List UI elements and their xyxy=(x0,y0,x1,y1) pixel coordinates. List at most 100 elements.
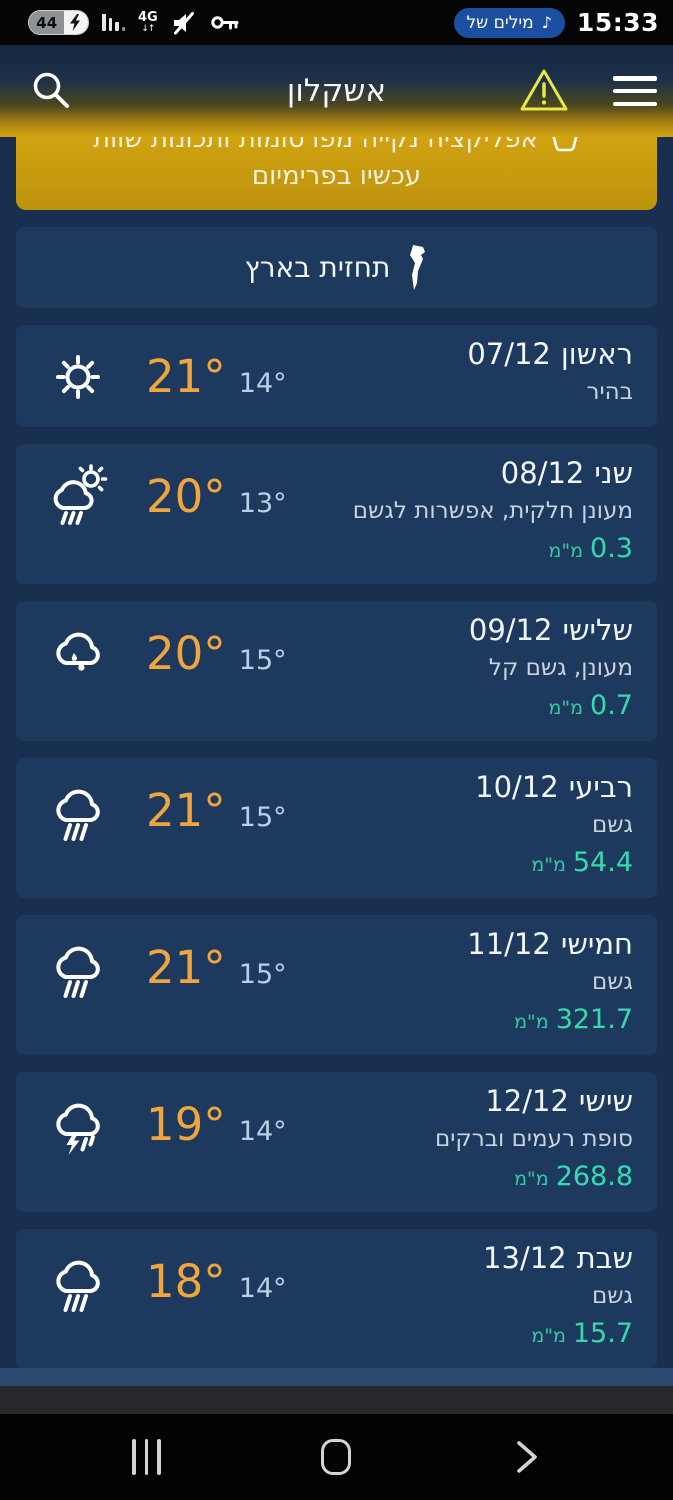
forecast-row-tuesday[interactable]: שלישי 09/12 מעונן, גשם קל 0.7 מ"מ 20° 15… xyxy=(16,601,657,741)
day-title: שישי 12/12 xyxy=(16,1084,633,1118)
temps-group: 21° 15° xyxy=(46,915,287,1019)
low-temp: 14° xyxy=(238,367,287,399)
music-note-icon: ♪ xyxy=(541,13,552,32)
day-date: 13/12 xyxy=(483,1241,567,1275)
day-name: שבת xyxy=(576,1241,633,1275)
precip-unit: מ"מ xyxy=(514,1011,549,1033)
temps-group: 18° 14° xyxy=(46,1229,287,1333)
mute-icon xyxy=(171,10,197,36)
precip-unit: מ"מ xyxy=(548,540,584,562)
high-temp: 18° xyxy=(146,1254,226,1308)
day-date: 12/12 xyxy=(485,1084,569,1118)
page-title: אשקלון xyxy=(286,73,387,109)
day-date: 07/12 xyxy=(467,337,551,371)
day-date: 09/12 xyxy=(468,613,553,647)
key-icon xyxy=(210,13,240,32)
premium-banner-line2: עכשיו בפרימיום xyxy=(251,161,422,191)
day-title: חמישי 11/12 xyxy=(16,927,633,961)
rain-icon xyxy=(46,935,110,999)
israel-map-icon xyxy=(406,244,428,291)
network-arrows: ↓↑ xyxy=(141,24,155,34)
network-label: 4G xyxy=(138,10,158,25)
day-title: שבת 13/12 xyxy=(16,1241,633,1275)
search-button[interactable] xyxy=(30,69,74,113)
day-title: שני 08/12 xyxy=(16,456,633,490)
precip-value: 321.7 xyxy=(555,1004,633,1035)
home-button[interactable] xyxy=(320,1439,351,1475)
forecast-row-monday[interactable]: שני 08/12 מעונן חלקית, אפשרות לגשם 0.3 מ… xyxy=(16,444,657,584)
low-temp: 15° xyxy=(238,644,287,676)
day-title: שלישי 09/12 xyxy=(16,613,633,647)
recents-icon xyxy=(132,1439,161,1475)
signal-strength-icon xyxy=(102,14,125,31)
condition-text: מעונן, גשם קל xyxy=(488,655,633,681)
bottom-banner-edge xyxy=(0,1368,673,1386)
precip-value: 0.3 xyxy=(590,533,633,564)
alert-warning-button[interactable] xyxy=(519,67,569,113)
temps-group: 20° 13° xyxy=(46,444,287,548)
day-date: 11/12 xyxy=(467,927,551,961)
high-temp: 19° xyxy=(146,1097,226,1151)
high-temp: 20° xyxy=(146,469,226,523)
country-forecast-label: תחזית בארץ xyxy=(244,251,391,284)
condition-text: גשם xyxy=(591,812,633,838)
charging-bolt-icon xyxy=(64,11,88,34)
precip-value: 54.4 xyxy=(572,847,633,878)
app-header: אשקלון xyxy=(0,45,673,137)
temps-group: 20° 15° xyxy=(46,601,287,705)
precip-amount: 54.4 מ"מ xyxy=(16,847,633,878)
condition-text: גשם xyxy=(591,969,633,995)
low-temp: 15° xyxy=(238,801,287,833)
low-temp: 14° xyxy=(238,1115,287,1147)
day-name: שישי xyxy=(578,1084,633,1118)
drizzle-icon xyxy=(46,621,110,685)
battery-icon: 44 xyxy=(28,10,89,35)
precip-amount: 0.3 מ"מ xyxy=(16,533,633,564)
day-title: רביעי 10/12 xyxy=(16,770,633,804)
country-forecast-link[interactable]: תחזית בארץ xyxy=(16,227,657,308)
rain-icon xyxy=(46,778,110,842)
forecast-row-saturday[interactable]: שבת 13/12 גשם 15.7 מ"מ 18° 14° xyxy=(16,1229,657,1369)
android-nav-bar xyxy=(0,1414,673,1500)
basket-icon xyxy=(550,126,580,152)
high-temp: 20° xyxy=(146,626,226,680)
precip-unit: מ"מ xyxy=(531,1325,566,1347)
forecast-row-friday[interactable]: שישי 12/12 סופת רעמים וברקים 268.8 מ"מ 1… xyxy=(16,1072,657,1212)
precip-value: 15.7 xyxy=(572,1318,633,1349)
high-temp: 21° xyxy=(146,783,226,837)
condition-text: סופת רעמים וברקים xyxy=(435,1126,633,1152)
temps-group: 21° 14° xyxy=(46,325,287,427)
media-notification-text: מילים של xyxy=(466,12,534,33)
precip-unit: מ"מ xyxy=(514,1168,549,1190)
thunder-icon xyxy=(46,1092,110,1156)
menu-bar xyxy=(613,88,657,94)
precip-value: 0.7 xyxy=(590,690,633,721)
menu-bar xyxy=(613,101,657,106)
recents-button[interactable] xyxy=(132,1439,161,1475)
gesture-bar xyxy=(0,1386,673,1414)
back-button[interactable] xyxy=(511,1437,541,1477)
low-temp: 13° xyxy=(238,487,287,519)
forecast-row-sunday[interactable]: ראשון 07/12 בהיר 21° 14° xyxy=(16,325,657,427)
high-temp: 21° xyxy=(146,349,226,403)
precip-unit: מ"מ xyxy=(548,697,584,719)
hamburger-menu-button[interactable] xyxy=(613,76,657,106)
forecast-row-wednesday[interactable]: רביעי 10/12 גשם 54.4 מ"מ 21° 15° xyxy=(16,758,657,898)
back-chevron-icon xyxy=(511,1437,541,1477)
status-icons-right: ♪ מילים של 15:33 xyxy=(453,7,660,38)
sun-rain-icon xyxy=(46,464,110,528)
day-title: ראשון 07/12 xyxy=(16,337,633,371)
temps-group: 21° 15° xyxy=(46,758,287,862)
precip-amount: 0.7 מ"מ xyxy=(16,690,633,721)
day-name: שני xyxy=(594,456,633,490)
media-notification-pill[interactable]: ♪ מילים של xyxy=(453,7,565,38)
forecast-row-thursday[interactable]: חמישי 11/12 גשם 321.7 מ"מ 21° 15° xyxy=(16,915,657,1055)
temps-group: 19° 14° xyxy=(46,1072,287,1176)
low-temp: 15° xyxy=(238,958,287,990)
rain-icon xyxy=(46,1249,110,1313)
status-bar: 44 4G ↓↑ xyxy=(0,0,673,45)
menu-bar xyxy=(613,76,657,81)
home-icon xyxy=(320,1439,351,1475)
